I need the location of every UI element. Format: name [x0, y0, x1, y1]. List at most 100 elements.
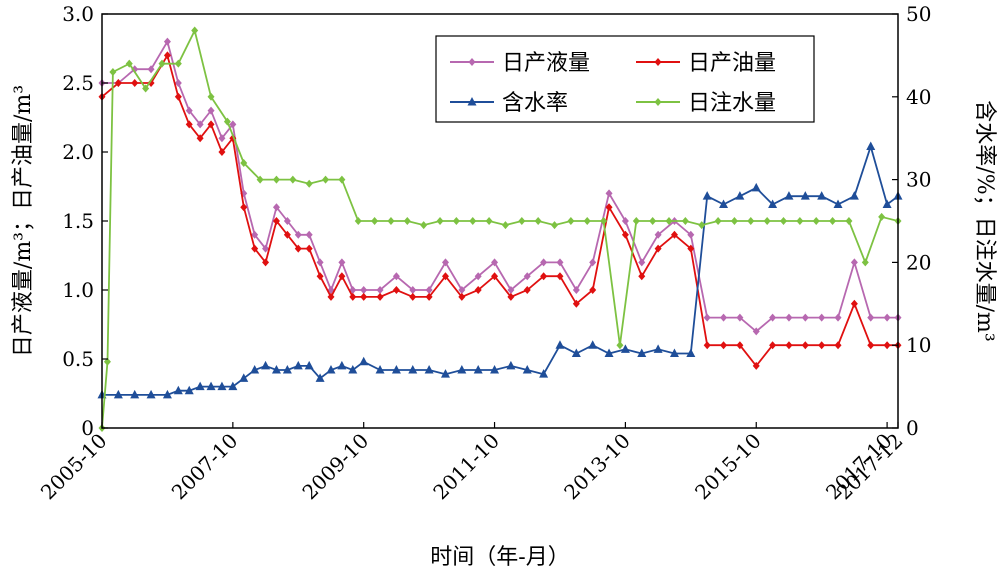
data-point: [376, 292, 384, 301]
data-point: [349, 292, 357, 301]
data-point: [452, 217, 460, 225]
data-point: [638, 258, 646, 267]
data-point: [867, 313, 875, 322]
data-point: [109, 67, 117, 76]
data-point: [337, 360, 347, 370]
data-point: [409, 286, 417, 294]
data-point: [850, 299, 858, 308]
data-point: [491, 272, 499, 281]
data-point: [589, 258, 597, 267]
data-point: [507, 292, 515, 301]
data-point: [196, 120, 204, 129]
data-point: [769, 341, 777, 350]
data-point: [730, 217, 738, 225]
x-tick-label: 2007-10: [167, 429, 243, 505]
data-point: [185, 120, 193, 129]
data-point: [316, 258, 324, 267]
data-point: [162, 389, 172, 399]
data-point: [506, 360, 516, 370]
data-point: [736, 341, 744, 350]
legend-label: 含水率: [502, 91, 568, 116]
data-point: [185, 106, 193, 115]
data-point: [817, 191, 827, 200]
data-point: [866, 141, 876, 150]
data-point: [714, 217, 722, 225]
data-point: [293, 360, 303, 370]
data-point: [720, 341, 728, 350]
data-point: [420, 221, 428, 230]
data-point: [490, 365, 500, 374]
data-point: [620, 344, 630, 353]
y2-tick-label: 10: [906, 333, 931, 357]
data-point: [698, 221, 706, 230]
data-point: [800, 191, 810, 200]
x-tick-label: 2005-10: [36, 429, 112, 505]
data-point: [174, 59, 182, 68]
data-point: [703, 341, 711, 350]
data-point: [251, 230, 259, 239]
data-point: [338, 175, 346, 184]
data-point: [305, 244, 313, 253]
data-point: [600, 217, 608, 225]
data-point: [473, 365, 483, 374]
data-point: [833, 199, 843, 208]
data-point: [850, 258, 858, 267]
data-point: [207, 120, 215, 129]
data-point: [785, 341, 793, 350]
x-axis-title: 时间（年-月）: [430, 545, 569, 570]
data-point: [114, 79, 122, 87]
data-point: [304, 360, 314, 370]
data-point: [392, 286, 400, 294]
series-4: [98, 26, 902, 432]
data-point: [523, 272, 531, 281]
data-point: [272, 175, 280, 184]
data-point: [125, 59, 133, 68]
legend-frame: [435, 35, 815, 123]
data-point: [752, 327, 760, 336]
data-point: [206, 381, 216, 391]
data-point: [501, 221, 509, 230]
data-point: [556, 272, 564, 281]
data-point: [621, 230, 629, 239]
data-point: [113, 389, 123, 399]
series-line: [101, 53, 898, 368]
data-point: [556, 258, 564, 267]
x-tick-label: 2013-10: [559, 429, 635, 505]
legend-label: 日产油量: [688, 51, 776, 76]
data-point: [425, 286, 433, 294]
y-tick-label: 2.5: [62, 71, 94, 95]
legend-marker: [467, 97, 477, 106]
data-point: [867, 341, 875, 350]
data-point: [387, 217, 395, 225]
y-tick-label: 2.0: [62, 140, 94, 164]
data-point: [883, 341, 891, 350]
data-point: [785, 313, 793, 322]
y-tick-label: 3.0: [62, 2, 94, 26]
data-point: [327, 292, 335, 301]
data-point: [507, 286, 515, 294]
data-point: [322, 175, 330, 184]
data-point: [391, 365, 401, 374]
data-point: [338, 258, 346, 267]
data-point: [540, 258, 548, 267]
data-point: [681, 217, 689, 225]
data-point: [769, 313, 777, 322]
data-point: [425, 292, 433, 301]
data-point: [250, 365, 260, 374]
y-tick-label: 1.5: [62, 209, 94, 233]
x-tick-label: 2011-10: [428, 429, 504, 505]
data-point: [834, 341, 842, 350]
data-point: [294, 244, 302, 253]
data-point: [780, 217, 788, 225]
data-point: [326, 365, 336, 374]
data-point: [861, 258, 869, 267]
data-point: [637, 348, 647, 357]
data-point: [491, 258, 499, 267]
data-point: [240, 159, 248, 168]
data-point: [163, 51, 171, 60]
data-point: [408, 365, 418, 374]
data-point: [583, 217, 591, 225]
data-point: [686, 348, 696, 357]
